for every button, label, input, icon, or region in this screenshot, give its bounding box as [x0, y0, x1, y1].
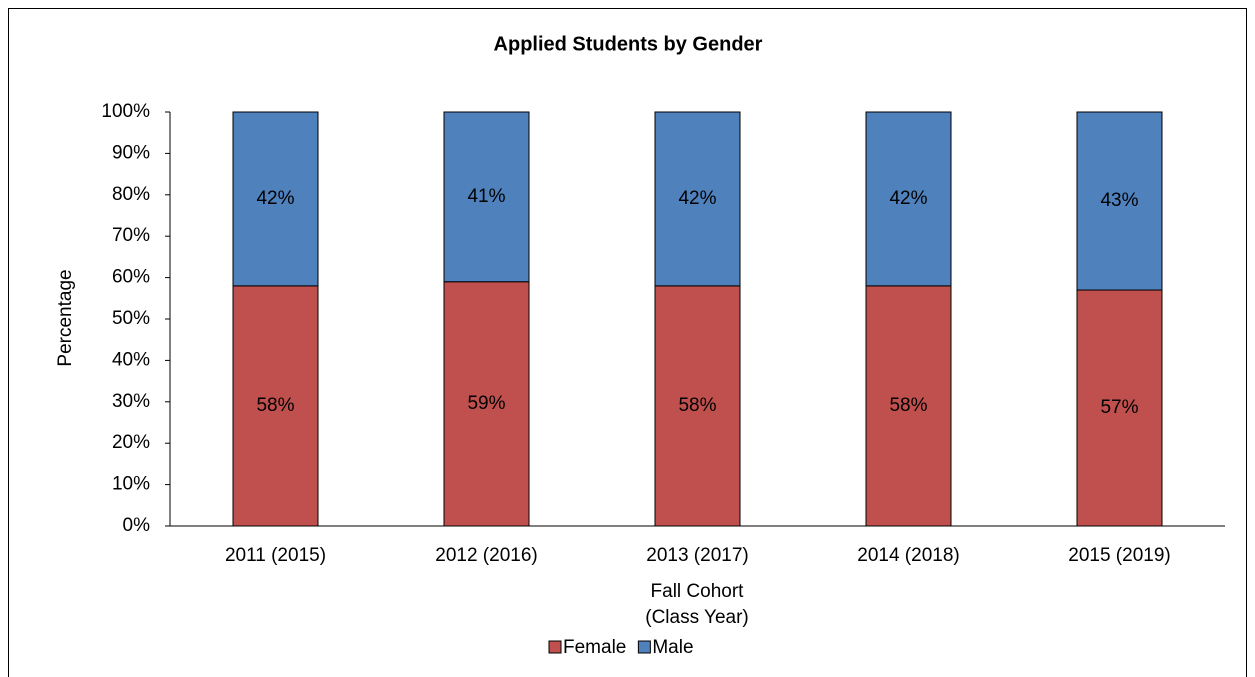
bar-segment: [654, 285, 741, 527]
data-label: 42%: [256, 188, 294, 209]
y-tick-label: 30%: [112, 391, 150, 412]
bar-segment: [232, 111, 319, 287]
y-tick-label: 50%: [112, 308, 150, 329]
data-label: 42%: [678, 188, 716, 209]
y-tick-label: 10%: [112, 474, 150, 495]
x-tick-label: 2011 (2015): [225, 545, 326, 566]
bar-segment: [443, 111, 530, 283]
data-label: 42%: [889, 188, 927, 209]
bar-segment: [232, 285, 319, 527]
x-tick-label: 2012 (2016): [435, 545, 537, 566]
y-tick-label: 60%: [112, 267, 150, 288]
y-tick-label: 40%: [112, 349, 150, 370]
legend-label: Female: [563, 637, 626, 658]
x-axis-label: (Class Year): [645, 607, 749, 628]
data-label: 41%: [467, 186, 505, 207]
y-axis-label: Percentage: [55, 269, 76, 366]
x-tick-label: 2015 (2019): [1068, 545, 1170, 566]
bar-segment: [1076, 289, 1163, 527]
bar-segment: [443, 281, 530, 527]
y-tick-label: 20%: [112, 432, 150, 453]
y-tick-label: 100%: [101, 101, 150, 122]
legend-swatch: [548, 640, 562, 654]
x-axis-label: Fall Cohort: [651, 581, 745, 602]
data-label: 58%: [256, 395, 294, 416]
bar-segment: [1076, 111, 1163, 291]
data-label: 58%: [889, 395, 927, 416]
data-label: 57%: [1100, 397, 1138, 418]
bar-segment: [865, 285, 952, 527]
legend-swatch: [637, 640, 651, 654]
y-tick-label: 70%: [112, 225, 150, 246]
x-tick-label: 2013 (2017): [646, 545, 748, 566]
data-label: 58%: [678, 395, 716, 416]
chart-border: [8, 8, 1247, 677]
x-tick-label: 2014 (2018): [857, 545, 959, 566]
legend-label: Male: [652, 637, 693, 658]
data-label: 59%: [467, 393, 505, 414]
chart-title: Applied Students by Gender: [494, 33, 763, 55]
bar-segment: [654, 111, 741, 287]
bar-segment: [865, 111, 952, 287]
y-tick-label: 90%: [112, 142, 150, 163]
y-tick-label: 80%: [112, 184, 150, 205]
data-label: 43%: [1100, 190, 1138, 211]
y-tick-label: 0%: [123, 515, 151, 536]
